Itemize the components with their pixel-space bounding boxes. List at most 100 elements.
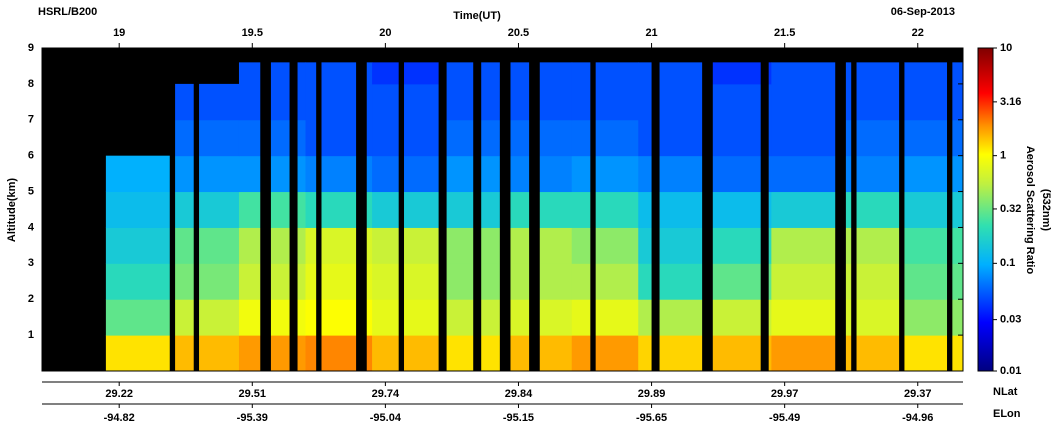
- heatmap-cell: [704, 263, 772, 300]
- y-tick-label: 6: [28, 150, 34, 162]
- x-tick-label: 20: [379, 27, 391, 39]
- lat-tick-label: 29.84: [505, 388, 533, 400]
- colorbar-tick-label: 3.16: [1000, 96, 1021, 108]
- heatmap-cell: [172, 227, 240, 264]
- heatmap-cell: [172, 191, 240, 228]
- heatmap-cell: [372, 83, 440, 121]
- heatmap-cell: [638, 62, 706, 85]
- heatmap-cell: [571, 227, 639, 264]
- heatmap-cell: [771, 227, 839, 264]
- lon-tick-label: -94.96: [902, 412, 933, 424]
- heatmap-cell: [704, 299, 772, 336]
- lat-axis-title: NLat: [993, 386, 1018, 398]
- heatmap-cell: [571, 299, 639, 336]
- y-tick-label: 3: [28, 257, 34, 269]
- heatmap-cell: [771, 155, 839, 193]
- lon-tick-label: -94.82: [104, 412, 135, 424]
- heatmap-cell: [438, 119, 506, 157]
- colorbar-tick-label: 10: [1000, 42, 1012, 54]
- heatmap-cell: [638, 227, 706, 264]
- heatmap-cell: [704, 335, 772, 372]
- no-data-gap: [702, 48, 713, 371]
- heatmap-cell: [372, 227, 440, 264]
- heatmap-cell: [904, 335, 964, 372]
- colorbar-tick-label: 0.03: [1000, 314, 1021, 326]
- heatmap-cell: [904, 299, 964, 336]
- heatmap-cell: [172, 119, 240, 157]
- x-tick-label: 20.5: [508, 27, 529, 39]
- heatmap-cell: [372, 335, 440, 372]
- no-data-gap: [851, 48, 857, 371]
- heatmap-cell: [571, 155, 639, 193]
- y-tick-label: 4: [28, 221, 35, 233]
- heatmap-cell: [638, 191, 706, 228]
- plot-frame: [41, 47, 964, 372]
- heatmap-cell: [105, 263, 173, 300]
- lon-tick-label: -95.49: [769, 412, 800, 424]
- heatmap-cell: [837, 335, 905, 372]
- heatmap-cell: [571, 263, 639, 300]
- lon-axis-title: ELon: [993, 408, 1021, 420]
- heatmap-cell: [238, 62, 307, 85]
- heatmap-cell: [837, 299, 905, 336]
- heatmap-cell: [704, 83, 772, 121]
- heatmap-cell: [638, 83, 706, 121]
- heatmap-cell: [571, 83, 639, 121]
- heatmap-cell: [438, 299, 506, 336]
- heatmap-cell: [105, 299, 173, 336]
- heatmap-cell: [837, 62, 905, 85]
- heatmap-cell: [438, 62, 506, 85]
- heatmap-cell: [837, 119, 905, 157]
- chart-title: HSRL/B200: [38, 6, 97, 18]
- colorbar-tick-label: 0.1: [1000, 257, 1015, 269]
- heatmap-cell: [704, 119, 772, 157]
- heatmap-cell: [704, 155, 772, 193]
- heatmap-cell: [837, 227, 905, 264]
- y-tick-label: 5: [28, 185, 34, 197]
- lat-tick-label: 29.89: [638, 388, 666, 400]
- colorbar-tick-label: 1: [1000, 150, 1006, 162]
- y-tick-label: 2: [28, 293, 34, 305]
- y-tick-label: 8: [28, 78, 34, 90]
- no-data-gap: [260, 48, 271, 371]
- date: 06-Sep-2013: [891, 6, 955, 18]
- x-tick-label: 19.5: [242, 27, 263, 39]
- heatmap-cell: [172, 263, 240, 300]
- lon-tick-label: -95.65: [636, 412, 667, 424]
- x-tick-label: 21: [645, 27, 657, 39]
- lat-tick-label: 29.74: [372, 388, 400, 400]
- heatmap-cell: [904, 155, 964, 193]
- heatmap-cell: [571, 62, 639, 85]
- lat-tick-label: 29.37: [904, 388, 932, 400]
- heatmap-cell: [571, 119, 639, 157]
- heatmap-cell: [771, 191, 839, 228]
- heatmap-cell: [771, 62, 839, 85]
- x-tick-label: 22: [912, 27, 924, 39]
- heatmap-cell: [904, 83, 964, 121]
- heatmap-cell: [105, 227, 173, 264]
- heatmap-cell: [438, 263, 506, 300]
- heatmap-cell: [704, 62, 772, 85]
- y-tick-label: 7: [28, 114, 34, 126]
- heatmap-cell: [704, 191, 772, 228]
- heatmap-cell: [771, 119, 839, 157]
- heatmap-cell: [305, 62, 373, 85]
- heatmap-cell: [638, 263, 706, 300]
- heatmap-cell: [638, 155, 706, 193]
- heatmap-cell: [372, 299, 440, 336]
- colorbar-tick-label: 0.01: [1000, 365, 1021, 377]
- heatmap-cell: [372, 263, 440, 300]
- no-data-gap: [590, 48, 596, 371]
- lon-tick-label: -95.04: [370, 412, 402, 424]
- heatmap-cell: [438, 335, 506, 372]
- heatmap-cell: [438, 83, 506, 121]
- heatmap-cell: [837, 263, 905, 300]
- x-axis-title: Time(UT): [453, 10, 501, 22]
- heatmap-cell: [372, 191, 440, 228]
- heatmap-cell: [904, 191, 964, 228]
- heatmap-cell: [172, 335, 240, 372]
- no-data-gap: [529, 48, 540, 371]
- heatmap-cell: [438, 227, 506, 264]
- heatmap-cell: [105, 335, 173, 372]
- heatmap-cell: [372, 119, 440, 157]
